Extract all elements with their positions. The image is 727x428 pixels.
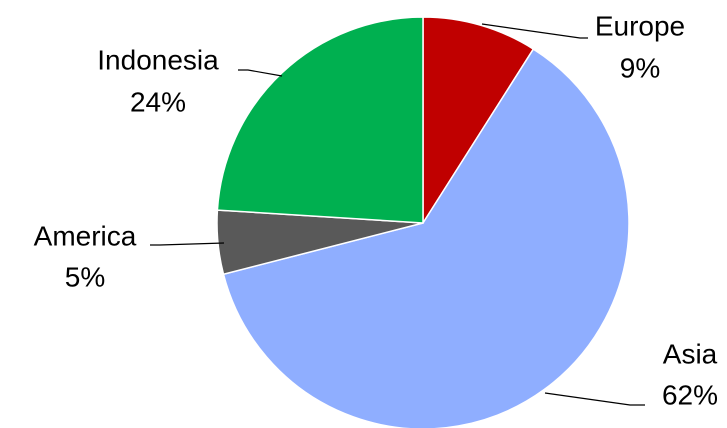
slice-value-label: 62% bbox=[662, 379, 718, 410]
slice-label: Europe bbox=[595, 10, 685, 41]
slice-value-label: 5% bbox=[65, 261, 105, 292]
leader-line bbox=[238, 69, 283, 77]
leader-line bbox=[481, 23, 588, 39]
pie-slice bbox=[422, 16, 535, 226]
slice-label: Indonesia bbox=[97, 44, 219, 75]
pie-slice bbox=[222, 48, 630, 428]
slice-label: America bbox=[34, 220, 137, 251]
slice-value-label: 24% bbox=[130, 86, 186, 117]
slice-label: Asia bbox=[663, 338, 718, 369]
pie-slice bbox=[216, 16, 424, 224]
leader-line bbox=[544, 392, 645, 406]
slice-value-label: 9% bbox=[620, 52, 660, 83]
leader-line bbox=[150, 242, 225, 246]
